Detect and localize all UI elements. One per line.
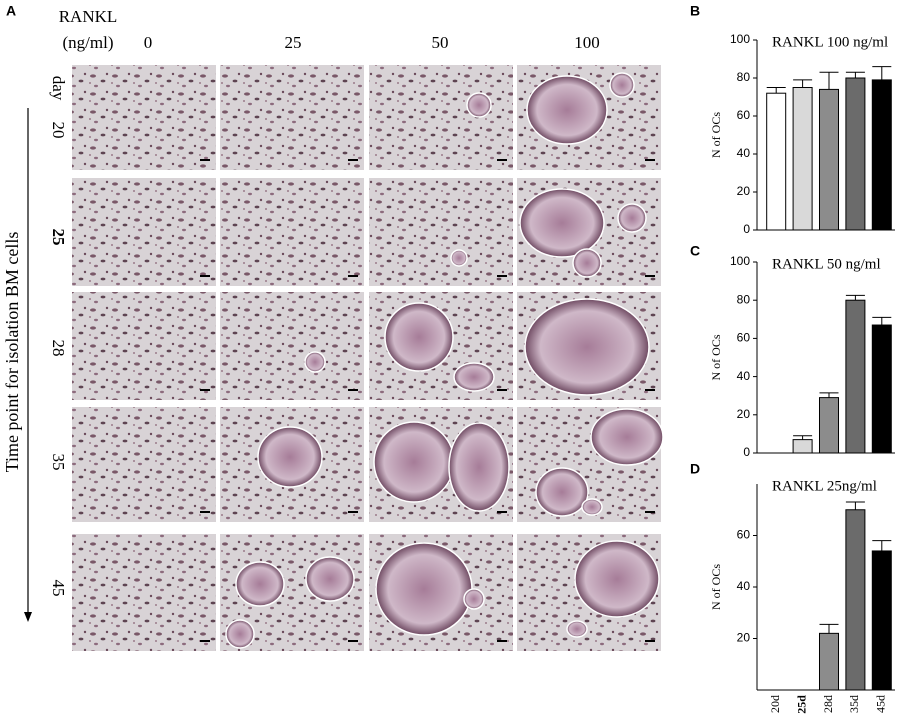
micrograph [220, 65, 364, 170]
y-tick-label: 40 [737, 146, 751, 160]
bar [845, 299, 866, 454]
column-header-title: RANKL [59, 7, 118, 26]
osteoclast [448, 422, 510, 512]
row-axis-title: Time point for isolation BM cells [2, 232, 22, 473]
row-header: 28 [49, 340, 68, 357]
y-tick-label: 40 [737, 579, 751, 593]
osteoclast [450, 249, 468, 267]
osteoclast [581, 498, 603, 516]
y-tick-label: 60 [737, 108, 751, 122]
bar [766, 92, 787, 231]
y-axis-label: N of OCs [709, 112, 723, 158]
osteoclast [572, 248, 602, 278]
osteoclast [574, 540, 660, 618]
micrograph [72, 292, 216, 400]
osteoclast [526, 75, 608, 145]
osteoclast [373, 421, 455, 503]
y-tick-label: 20 [737, 407, 751, 421]
column-header: 25 [285, 33, 302, 52]
y-tick-label: 60 [737, 331, 751, 345]
arrow-head [24, 612, 32, 622]
micrograph [72, 407, 216, 522]
osteoclast [466, 92, 492, 118]
panel-label: B [690, 3, 700, 19]
column-header: 50 [432, 33, 449, 52]
osteoclast [535, 467, 589, 517]
y-tick-label: 80 [737, 292, 751, 306]
bar [871, 550, 892, 691]
row-header-title: day [49, 76, 68, 101]
osteoclast [304, 351, 326, 373]
osteoclast [463, 588, 485, 610]
micrograph [72, 178, 216, 286]
x-tick-label: 35d [847, 695, 861, 713]
row-header: 25 [49, 229, 68, 246]
bar [792, 439, 813, 454]
osteoclast [384, 302, 454, 372]
micrograph [220, 292, 364, 400]
osteoclast [590, 408, 664, 466]
y-tick-label: 80 [737, 70, 751, 84]
osteoclast [225, 619, 255, 649]
x-tick-label: 20d [768, 695, 782, 713]
micrograph [369, 65, 513, 170]
y-axis-label: N of OCs [709, 564, 723, 610]
micrograph [72, 65, 216, 170]
panel-label: A [6, 3, 16, 19]
panel-label: D [690, 461, 700, 477]
micrograph [220, 178, 364, 286]
osteoclast [609, 72, 635, 98]
row-header: 35 [49, 454, 68, 471]
micrograph [369, 178, 513, 286]
column-header: 0 [144, 33, 153, 52]
x-tick-label: 25d [794, 695, 808, 714]
bar [871, 79, 892, 231]
row-header: 45 [49, 580, 68, 597]
row-header: 20 [49, 122, 68, 139]
x-tick-label: 45d [874, 695, 888, 713]
column-header-title: (ng/ml) [63, 33, 114, 52]
osteoclast [375, 542, 473, 636]
osteoclast [617, 203, 647, 233]
x-tick-label: 28d [821, 695, 835, 713]
y-axis-label: N of OCs [709, 334, 723, 380]
osteoclast [566, 620, 588, 638]
chart-title: RANKL 50 ng/ml [772, 256, 881, 272]
column-header: 100 [574, 33, 600, 52]
bar [845, 77, 866, 231]
micrograph [72, 534, 216, 651]
y-tick-label: 0 [743, 445, 750, 459]
y-tick-label: 100 [730, 32, 750, 46]
osteoclast [235, 561, 285, 607]
y-tick-label: 0 [743, 222, 750, 236]
bar [818, 632, 840, 691]
bar [845, 509, 866, 691]
bar [792, 87, 813, 231]
y-tick-label: 20 [737, 184, 751, 198]
osteoclast [524, 298, 650, 396]
osteoclast [519, 188, 605, 258]
osteoclast [305, 556, 355, 602]
bar [818, 397, 840, 454]
y-tick-label: 60 [737, 528, 751, 542]
bar [818, 88, 840, 231]
osteoclast [257, 426, 323, 488]
bar [871, 324, 892, 454]
osteoclast [453, 362, 495, 392]
y-tick-label: 20 [737, 631, 751, 645]
chart-title: RANKL 100 ng/ml [772, 34, 888, 50]
y-tick-label: 100 [730, 254, 750, 268]
chart-title: RANKL 25ng/ml [772, 478, 877, 494]
panel-label: C [690, 243, 700, 259]
y-tick-label: 40 [737, 369, 751, 383]
